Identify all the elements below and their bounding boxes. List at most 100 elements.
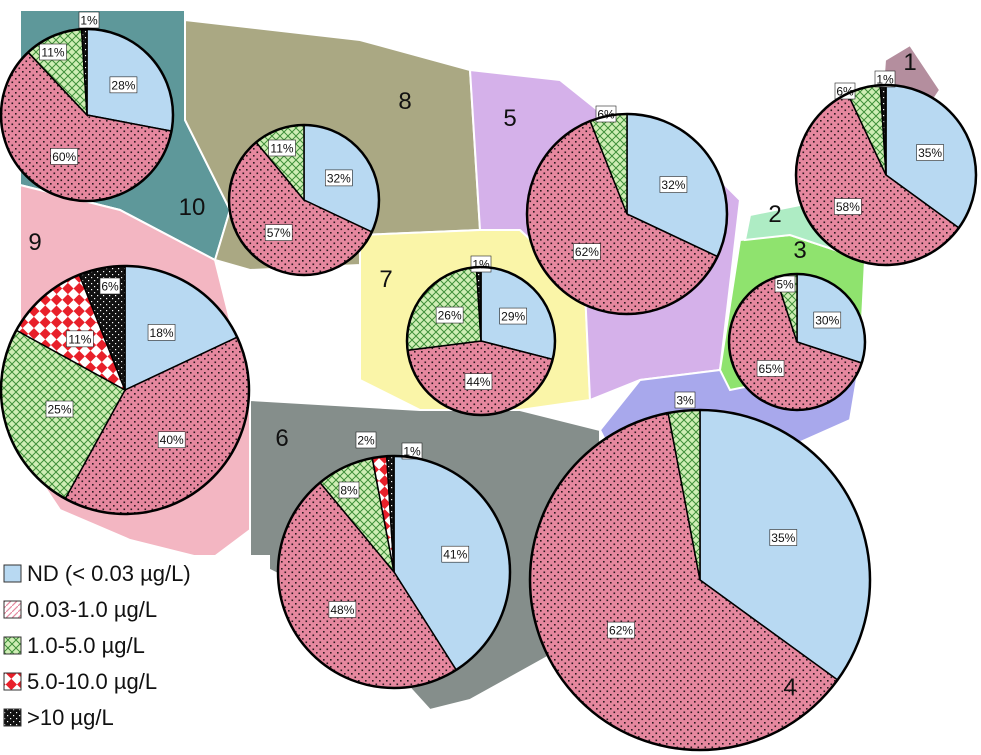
pie-1-label-0: 35% <box>918 146 942 160</box>
pie-9-label-2: 25% <box>47 403 71 417</box>
pie-10-label-box-1 <box>50 148 79 165</box>
region-label-1: 1 <box>903 49 916 76</box>
pie-outline <box>727 272 867 412</box>
pie-9-label-box-1 <box>157 431 186 449</box>
pie-6-label-3: 2% <box>357 434 375 448</box>
pie-7-label-box-2 <box>435 306 464 324</box>
pie-10-label-1: 60% <box>52 150 76 164</box>
pie-3-label-box-1 <box>756 360 785 377</box>
region-label-5: 5 <box>503 105 516 132</box>
pie-10-label-4: 1% <box>80 14 98 28</box>
pie-1-label-4: 1% <box>876 73 894 87</box>
legend-swatch-3 <box>3 672 22 691</box>
pie-6-label-box-0 <box>441 545 470 563</box>
pie-5-label-1: 62% <box>575 245 599 259</box>
pie-5-label-0: 32% <box>661 178 685 192</box>
pie-4-label-1: 62% <box>609 624 633 638</box>
pie-1-label-box-4 <box>874 70 896 88</box>
region-label-4: 4 <box>783 674 796 701</box>
pie-6-label-box-4 <box>401 442 423 460</box>
pie-4-label-0: 35% <box>771 531 795 545</box>
pie-1-label-2: 6% <box>836 85 854 99</box>
pie-9-label-1: 40% <box>160 433 184 447</box>
pie-1-label-box-1 <box>834 198 862 215</box>
pie-region-8: 32% 57% 11% <box>227 123 381 277</box>
legend-label-3: 5.0-10.0 µg/L <box>27 669 157 694</box>
legend-swatch-1 <box>3 600 22 619</box>
pie-8-label-box-2 <box>268 139 296 157</box>
region-label-7: 7 <box>379 266 392 293</box>
pie-1-label-box-0 <box>916 144 944 161</box>
pie-9-label-0: 18% <box>150 326 174 340</box>
pie-7-label-box-1 <box>464 373 493 390</box>
pie-outline <box>0 264 251 516</box>
pie-region-9: 18% 40% 25% 11% 6% <box>0 264 251 516</box>
pie-outline <box>0 27 175 203</box>
legend-label-1: 0.03-1.0 µg/L <box>27 597 157 622</box>
region-label-8: 8 <box>398 88 411 115</box>
pie-region-3: 30% 65% 5% <box>727 272 867 412</box>
legend-swatch-2 <box>3 636 22 655</box>
pie-3-label-1: 65% <box>759 362 783 376</box>
pie-4-label-box-0 <box>769 529 798 546</box>
pie-10-label-0: 28% <box>111 78 135 92</box>
pie-4-label-box-2 <box>674 391 696 409</box>
pie-6-label-1: 48% <box>330 603 354 617</box>
pie-9-label-box-4 <box>99 277 121 295</box>
legend-label-4: >10 µg/L <box>27 705 114 730</box>
pie-7-label-2: 26% <box>438 309 462 323</box>
pie-9-label-box-3 <box>66 330 94 348</box>
pie-outline <box>227 123 381 277</box>
pie-6-label-box-1 <box>328 601 357 618</box>
pie-3-label-0: 30% <box>815 314 839 328</box>
pie-10-label-box-0 <box>109 76 138 94</box>
pie-outline <box>528 408 872 752</box>
pie-region-6: 41% 48% 8% 2% 1% <box>276 431 512 690</box>
pie-5-label-box-1 <box>573 243 601 260</box>
region-label-9: 9 <box>28 229 41 256</box>
region-label-3: 3 <box>793 237 806 264</box>
pie-8-label-1: 57% <box>267 226 291 240</box>
pie-9-label-box-0 <box>147 324 176 341</box>
pie-3-label-box-0 <box>813 311 842 329</box>
pie-6-label-box-3 <box>355 431 377 449</box>
region-label-2: 2 <box>768 201 781 228</box>
pie-4-label-box-1 <box>607 621 635 639</box>
pie-8-label-box-0 <box>325 169 353 187</box>
pie-6-label-2: 8% <box>340 484 358 498</box>
pie-region-1: 35% 58% 6% 1% <box>794 70 978 267</box>
pie-8-label-0: 32% <box>327 171 351 185</box>
pie-6-label-box-2 <box>338 481 360 499</box>
pie-region-4: 35% 62% 3% <box>528 391 872 752</box>
pie-7-label-1: 44% <box>466 375 490 389</box>
pie-outline <box>276 454 512 690</box>
legend: ND (< 0.03 µg/L) 0.03-1.0 µg/L 1.0-5.0 µg/… <box>0 555 270 755</box>
legend-swatch-4 <box>3 708 22 727</box>
pie-4-label-2: 3% <box>676 394 694 408</box>
pie-region-10: 28% 60% 11% 1% <box>0 11 175 203</box>
pie-5-label-box-0 <box>659 176 688 193</box>
legend-label-2: 1.0-5.0 µg/L <box>27 633 145 658</box>
pie-3-label-2: 5% <box>776 278 794 292</box>
pie-6-label-4: 1% <box>403 445 421 459</box>
pie-10-label-2: 11% <box>41 46 64 60</box>
pie-8-label-2: 11% <box>270 142 293 156</box>
legend-background <box>0 555 270 755</box>
pie-7-label-box-0 <box>499 307 527 325</box>
pie-9-label-3: 11% <box>68 332 91 346</box>
pie-6-label-0: 41% <box>443 548 467 562</box>
pie-1-label-1: 58% <box>836 200 860 214</box>
pie-outline <box>794 83 978 267</box>
pie-outline <box>525 112 729 316</box>
pie-9-label-box-2 <box>45 400 74 418</box>
region-label-10: 10 <box>179 194 206 221</box>
region-label-6: 6 <box>275 425 288 452</box>
pie-outline <box>405 265 557 417</box>
legend-label-0: ND (< 0.03 µg/L) <box>27 561 191 586</box>
pie-region-5: 32%62%6% <box>525 105 729 316</box>
pie-7-label-4: 1% <box>472 258 490 272</box>
pie-10-label-box-2 <box>39 43 67 61</box>
pie-8-label-box-1 <box>264 224 293 241</box>
